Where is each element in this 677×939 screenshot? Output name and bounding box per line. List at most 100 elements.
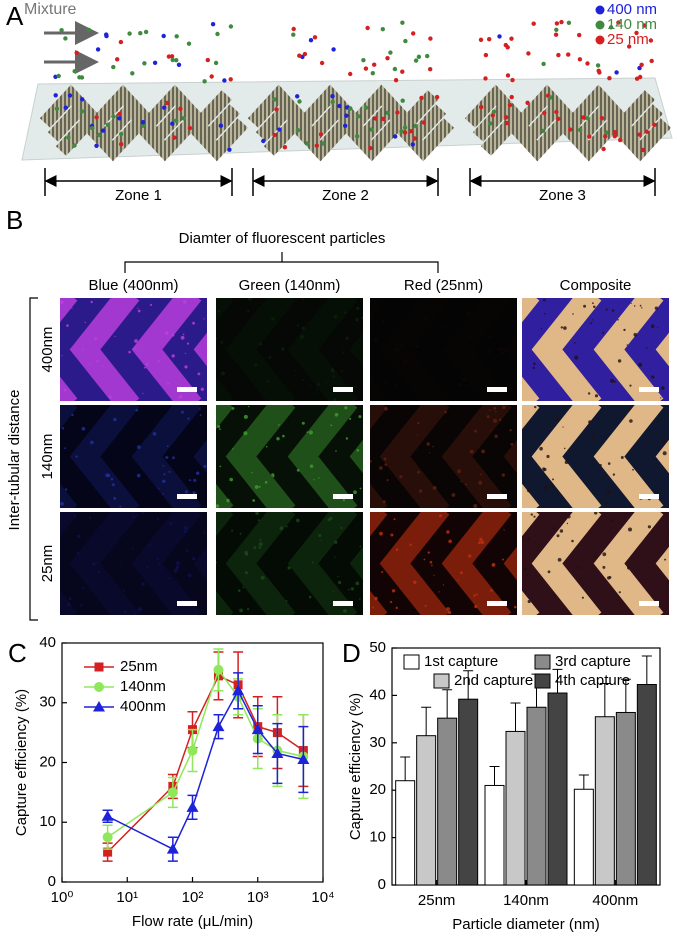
particle xyxy=(581,115,586,120)
x-tick-label: 140nm xyxy=(503,892,549,909)
legend-swatch xyxy=(433,673,450,689)
speck xyxy=(495,410,497,413)
speck xyxy=(136,558,138,560)
speck xyxy=(245,552,249,556)
zone-label: Zone 1 xyxy=(115,187,162,204)
speck xyxy=(184,352,186,354)
particle xyxy=(111,64,116,70)
particle xyxy=(541,128,546,134)
speck xyxy=(390,356,392,358)
speck xyxy=(111,483,115,487)
particle xyxy=(402,130,408,135)
chevron xyxy=(225,512,296,615)
particle xyxy=(608,25,614,30)
speck xyxy=(487,348,492,353)
speck xyxy=(266,380,270,383)
particle xyxy=(568,127,573,132)
speck xyxy=(429,452,431,454)
speck xyxy=(499,347,503,351)
speck xyxy=(110,477,114,481)
speck xyxy=(592,302,594,305)
speck xyxy=(451,493,456,497)
speck xyxy=(629,419,633,423)
particle xyxy=(652,122,657,128)
speck xyxy=(657,419,661,423)
speck xyxy=(114,335,116,338)
bracket xyxy=(124,252,439,273)
speck xyxy=(539,446,543,451)
particle xyxy=(272,97,277,102)
particle xyxy=(104,33,109,39)
panel-label: D xyxy=(342,638,361,668)
speck xyxy=(390,533,394,537)
speck xyxy=(647,525,652,529)
speck xyxy=(512,335,516,338)
speck xyxy=(446,530,450,534)
speck xyxy=(294,370,296,372)
speck xyxy=(525,573,528,576)
speck xyxy=(633,305,636,307)
speck xyxy=(67,602,71,607)
speck xyxy=(661,440,666,445)
speck xyxy=(348,588,350,591)
speck xyxy=(486,415,490,419)
speck xyxy=(296,324,299,327)
x-tick-label: 10¹ xyxy=(116,889,138,906)
particle xyxy=(566,52,571,57)
speck xyxy=(237,589,241,592)
speck xyxy=(80,604,83,607)
speck xyxy=(172,456,175,460)
speck xyxy=(370,459,372,463)
marker xyxy=(297,753,310,765)
nanotube-array xyxy=(480,112,672,162)
particle xyxy=(228,24,234,29)
speck xyxy=(374,596,378,601)
particle xyxy=(59,28,64,33)
speck xyxy=(611,309,615,312)
particle xyxy=(566,20,572,25)
particle xyxy=(483,76,488,81)
speck xyxy=(571,539,574,543)
speck xyxy=(89,516,92,519)
y-tick-label: 30 xyxy=(39,694,56,711)
x-tick-label: 10² xyxy=(182,889,204,906)
column-label: Red (25nm) xyxy=(404,277,483,294)
speck xyxy=(552,478,554,481)
particle xyxy=(603,134,608,139)
speck xyxy=(345,437,349,440)
speck xyxy=(391,589,396,593)
speck xyxy=(349,417,352,420)
speck xyxy=(504,379,507,381)
particle xyxy=(361,58,366,63)
speck xyxy=(492,564,494,566)
error-bar xyxy=(463,670,474,700)
speck xyxy=(332,590,334,592)
charts: C 0 10 20 30 40 Capture efficiency (%) Flow rat… xyxy=(8,634,661,933)
marker xyxy=(186,801,199,812)
speck xyxy=(552,526,556,531)
zone-label: Zone 3 xyxy=(539,187,586,204)
speck xyxy=(546,454,550,459)
speck xyxy=(96,360,99,363)
chevron xyxy=(655,332,669,367)
speck xyxy=(424,316,428,321)
chevron xyxy=(225,405,296,508)
speck xyxy=(90,440,94,445)
speck xyxy=(383,457,387,461)
speck xyxy=(136,473,141,478)
micrograph-bg xyxy=(60,512,207,615)
particle xyxy=(403,38,408,44)
particle xyxy=(117,111,122,117)
column-label: Blue (400nm) xyxy=(88,277,178,294)
speck xyxy=(533,362,536,366)
error-bar xyxy=(400,756,411,781)
speck xyxy=(89,363,92,365)
speck xyxy=(311,561,314,564)
speck xyxy=(124,610,127,614)
particle xyxy=(509,94,514,100)
speck xyxy=(221,371,225,376)
speck xyxy=(532,366,535,370)
speck xyxy=(316,389,318,392)
speck xyxy=(61,355,63,357)
speck xyxy=(343,311,347,314)
